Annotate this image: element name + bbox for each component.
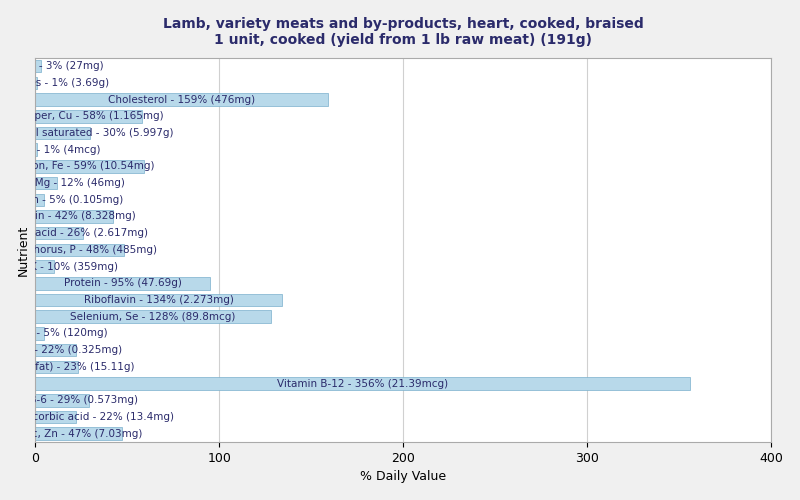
Y-axis label: Nutrient: Nutrient bbox=[17, 224, 30, 276]
Bar bbox=[35, 194, 45, 206]
Text: Niacin - 42% (8.328mg): Niacin - 42% (8.328mg) bbox=[12, 212, 136, 222]
Text: Thiamin - 22% (0.325mg): Thiamin - 22% (0.325mg) bbox=[0, 345, 122, 355]
Text: Manganese, Mn - 5% (0.105mg): Manganese, Mn - 5% (0.105mg) bbox=[0, 195, 123, 205]
Bar bbox=[35, 177, 58, 190]
Bar bbox=[35, 144, 37, 156]
Bar bbox=[35, 227, 83, 239]
Title: Lamb, variety meats and by-products, heart, cooked, braised
1 unit, cooked (yiel: Lamb, variety meats and by-products, hea… bbox=[163, 16, 644, 47]
Text: Cholesterol - 159% (476mg): Cholesterol - 159% (476mg) bbox=[108, 94, 255, 104]
Text: Phosphorus, P - 48% (485mg): Phosphorus, P - 48% (485mg) bbox=[2, 245, 157, 255]
Text: Selenium, Se - 128% (89.8mcg): Selenium, Se - 128% (89.8mcg) bbox=[70, 312, 236, 322]
Text: Zinc, Zn - 47% (7.03mg): Zinc, Zn - 47% (7.03mg) bbox=[14, 428, 142, 438]
Bar bbox=[35, 378, 690, 390]
Text: Folate, total - 1% (4mcg): Folate, total - 1% (4mcg) bbox=[0, 144, 101, 154]
Text: Vitamin B-6 - 29% (0.573mg): Vitamin B-6 - 29% (0.573mg) bbox=[0, 396, 138, 406]
Bar bbox=[35, 244, 123, 256]
Bar bbox=[35, 327, 45, 340]
Text: Pantothenic acid - 26% (2.617mg): Pantothenic acid - 26% (2.617mg) bbox=[0, 228, 148, 238]
Bar bbox=[35, 210, 113, 223]
Text: Total lipid (fat) - 23% (15.11g): Total lipid (fat) - 23% (15.11g) bbox=[0, 362, 134, 372]
Bar bbox=[35, 410, 76, 424]
Bar bbox=[35, 277, 210, 289]
Bar bbox=[35, 360, 78, 373]
Bar bbox=[35, 110, 142, 122]
Text: Protein - 95% (47.69g): Protein - 95% (47.69g) bbox=[64, 278, 182, 288]
Text: Sodium, Na - 5% (120mg): Sodium, Na - 5% (120mg) bbox=[0, 328, 107, 338]
Text: Riboflavin - 134% (2.273mg): Riboflavin - 134% (2.273mg) bbox=[83, 295, 234, 305]
Text: Calcium, Ca - 3% (27mg): Calcium, Ca - 3% (27mg) bbox=[0, 61, 103, 71]
Bar bbox=[35, 310, 270, 323]
Bar bbox=[35, 76, 37, 89]
X-axis label: % Daily Value: % Daily Value bbox=[360, 470, 446, 484]
Bar bbox=[35, 428, 122, 440]
Bar bbox=[35, 344, 76, 356]
Text: Iron, Fe - 59% (10.54mg): Iron, Fe - 59% (10.54mg) bbox=[25, 162, 154, 172]
Bar bbox=[35, 126, 90, 139]
Text: Vitamin C, total ascorbic acid - 22% (13.4mg): Vitamin C, total ascorbic acid - 22% (13… bbox=[0, 412, 174, 422]
Bar bbox=[35, 160, 144, 172]
Bar bbox=[35, 60, 41, 72]
Bar bbox=[35, 94, 328, 106]
Text: Copper, Cu - 58% (1.165mg): Copper, Cu - 58% (1.165mg) bbox=[14, 111, 163, 121]
Text: Vitamin B-12 - 356% (21.39mcg): Vitamin B-12 - 356% (21.39mcg) bbox=[278, 378, 448, 388]
Bar bbox=[35, 294, 282, 306]
Bar bbox=[35, 394, 89, 406]
Text: Carbohydrates - 1% (3.69g): Carbohydrates - 1% (3.69g) bbox=[0, 78, 109, 88]
Text: Potassium, K - 10% (359mg): Potassium, K - 10% (359mg) bbox=[0, 262, 118, 272]
Text: Fatty acids, total saturated - 30% (5.997g): Fatty acids, total saturated - 30% (5.99… bbox=[0, 128, 174, 138]
Text: Magnesium, Mg - 12% (46mg): Magnesium, Mg - 12% (46mg) bbox=[0, 178, 125, 188]
Bar bbox=[35, 260, 54, 273]
